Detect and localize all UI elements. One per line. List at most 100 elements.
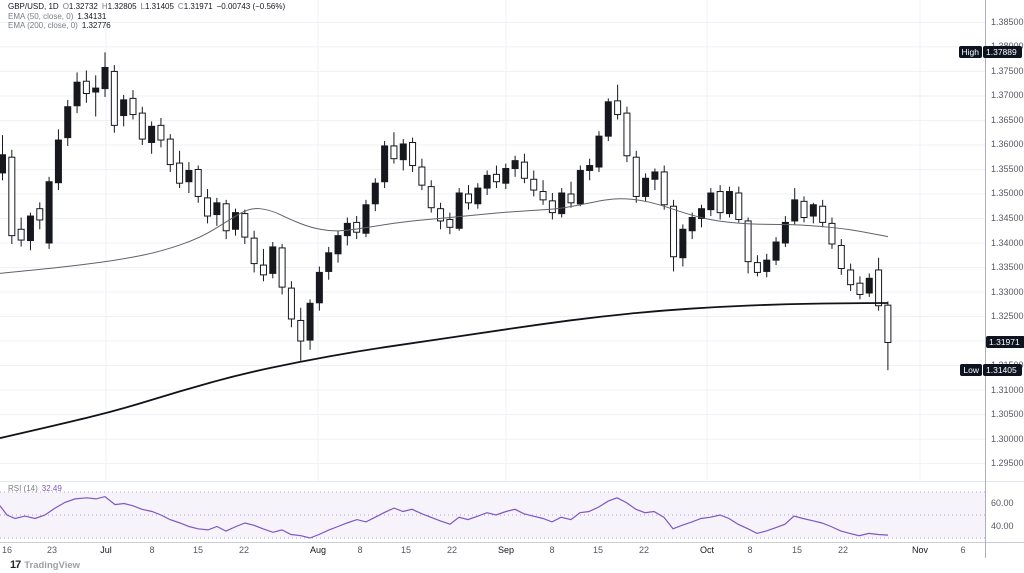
candle (390, 132, 398, 164)
candle (800, 196, 808, 223)
candle (558, 188, 566, 218)
candle (698, 204, 705, 228)
price-axis-label: 1.36000 (991, 139, 1024, 150)
candle-body-up (213, 202, 221, 216)
candle-body-up (558, 192, 566, 215)
candle (73, 72, 81, 114)
candle-body-down (716, 191, 724, 214)
candle (427, 180, 435, 213)
candle (875, 257, 883, 311)
ema200-legend-row[interactable]: EMA (200, close, 0) 1.32776 (8, 21, 285, 31)
candle-body-up (45, 181, 53, 244)
ema50-legend-row[interactable]: EMA (50, close, 0) 1.34131 (8, 12, 285, 22)
low-value: 1.31405 (145, 2, 174, 11)
price-axis-label: 1.37500 (991, 65, 1024, 76)
candle (483, 170, 491, 195)
candle (688, 212, 696, 240)
high-value: 1.32805 (107, 2, 137, 11)
candle-body-down (241, 213, 249, 238)
candle (548, 192, 556, 220)
candle-body-down (847, 269, 855, 286)
candle (371, 178, 379, 212)
candle-body-up (707, 192, 715, 211)
candle (735, 186, 743, 223)
candle-body-up (64, 106, 72, 139)
ema200-line[interactable] (0, 302, 889, 439)
candle (92, 75, 100, 117)
candle (791, 188, 799, 225)
price-axis-label: 1.38500 (991, 16, 1024, 27)
candle-body-up (698, 208, 705, 219)
candle-body-down (409, 142, 417, 167)
candle-body-up (865, 277, 873, 294)
price-axis-label: 1.35000 (991, 188, 1024, 199)
candle (763, 253, 771, 278)
rsi-pane[interactable] (0, 481, 985, 543)
price-axis-label: 1.33500 (991, 262, 1024, 272)
candle (259, 248, 267, 282)
price-axis-label: 1.37000 (991, 90, 1024, 101)
candle-body-down (297, 319, 305, 342)
price-axis[interactable]: 1.385001.380001.375001.370001.365001.360… (985, 0, 1024, 558)
candle (26, 212, 34, 251)
candle (660, 165, 668, 210)
price-axis-label: 1.36500 (991, 114, 1024, 125)
candle-body-down (278, 247, 286, 288)
candle (604, 98, 612, 142)
candle (0, 135, 6, 181)
candle-body-up (455, 192, 463, 229)
candle (325, 246, 333, 280)
rsi-pane-canvas[interactable] (0, 481, 985, 543)
candle-body-down (287, 287, 295, 320)
price-axis-label: 1.34000 (991, 237, 1024, 248)
candle (772, 237, 780, 266)
price-pane-canvas[interactable] (0, 0, 985, 481)
candle-body-down (520, 161, 528, 179)
tradingview-logo[interactable]: 17 TradingView (10, 559, 80, 571)
rsi-line[interactable] (0, 495, 889, 539)
candle-body-down (17, 228, 25, 241)
candle-body-up (120, 99, 128, 117)
candle (176, 150, 184, 189)
candle (194, 165, 202, 203)
candle-body-down (446, 218, 454, 228)
candle-body-up (306, 302, 314, 341)
time-axis-label: 8 (149, 545, 155, 555)
candle (36, 202, 44, 230)
price-axis-label: 1.31000 (991, 384, 1024, 395)
high-price-badge-label: High (958, 46, 982, 59)
candle (446, 212, 454, 235)
candle (148, 121, 156, 154)
candle (362, 199, 370, 238)
candle-body-down (492, 173, 500, 183)
time-axis-label: 22 (446, 545, 457, 555)
symbol-legend-row[interactable]: GBP/USD, 1D O1.32732 H1.32805 L1.31405 C1.31… (8, 2, 285, 12)
candle (418, 158, 426, 191)
price-axis-label: 1.30500 (991, 409, 1024, 420)
pane-separator[interactable] (0, 481, 1024, 482)
candle (101, 52, 109, 97)
symbol-title: GBP/USD, 1D (8, 2, 59, 11)
candle-body-down (204, 197, 212, 217)
candle (287, 281, 295, 328)
candle (753, 255, 761, 277)
change-value: −0.00743 (−0.56%) (216, 2, 286, 11)
candle (129, 90, 137, 120)
candle-body-up (772, 241, 780, 261)
candle (455, 188, 463, 231)
candle-body-down (837, 244, 845, 269)
candle-body-up (725, 191, 733, 215)
ema50-line[interactable] (0, 198, 889, 274)
candle-body-up (651, 171, 659, 180)
candle-body-down (800, 200, 808, 219)
candle (530, 170, 538, 197)
candle (353, 216, 361, 240)
candle-body-up (92, 87, 100, 93)
rsi-legend-row[interactable]: RSI (14) 32.49 (8, 484, 62, 493)
time-axis[interactable]: 16 23 Jul 8 15 22 Aug 8 15 22 Sep 8 15 22 Oct 8 15 22 Nov 6 (0, 543, 985, 558)
time-axis-label: 8 (549, 545, 555, 555)
candle-body-up (791, 199, 799, 222)
candle (204, 189, 212, 224)
candle-body-down (856, 282, 864, 295)
candle (707, 188, 715, 217)
